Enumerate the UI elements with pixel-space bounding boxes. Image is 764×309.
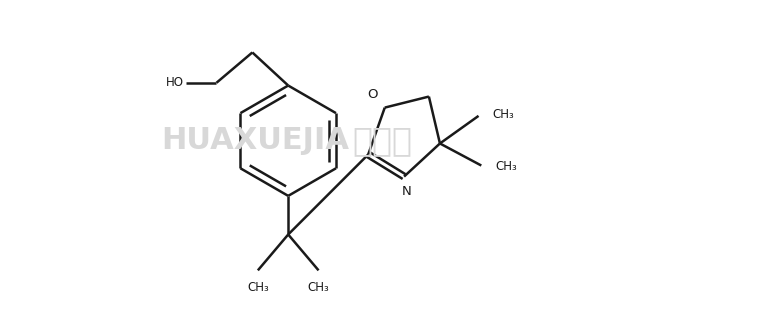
- Text: CH₃: CH₃: [308, 281, 329, 294]
- Text: CH₃: CH₃: [495, 160, 517, 173]
- Text: HUAXUEJIA: HUAXUEJIA: [161, 126, 349, 155]
- Text: 化学加: 化学加: [352, 124, 412, 157]
- Text: O: O: [367, 88, 378, 101]
- Text: HO: HO: [165, 76, 183, 89]
- Text: CH₃: CH₃: [247, 281, 269, 294]
- Text: CH₃: CH₃: [492, 108, 514, 121]
- Text: N: N: [402, 185, 412, 198]
